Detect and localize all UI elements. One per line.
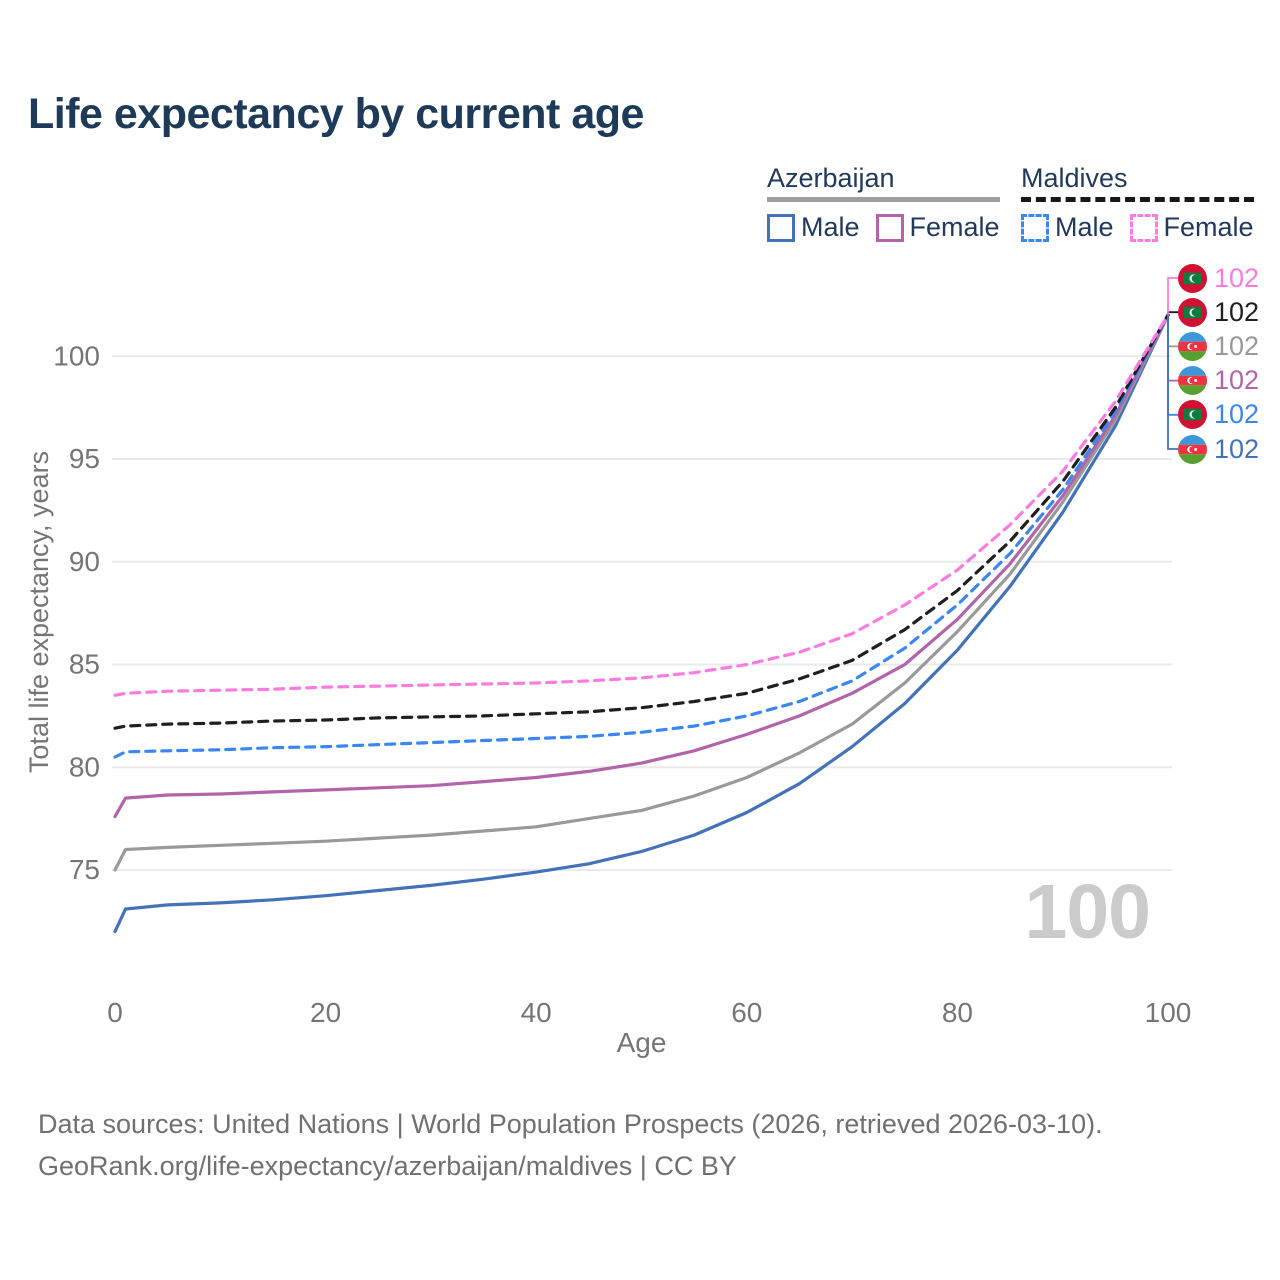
end-label-value: 102 <box>1214 330 1260 361</box>
y-axis-title: Total life expectancy, years <box>24 451 54 773</box>
y-tick-label-90: 90 <box>69 546 100 577</box>
y-tick-label-85: 85 <box>69 649 100 680</box>
leader-line-3 <box>1167 315 1178 382</box>
legend-swatch-icon <box>1021 213 1049 242</box>
legend-item-maldives-male[interactable]: Male <box>1021 212 1114 243</box>
end-label-value: 102 <box>1214 262 1260 293</box>
footer-attribution: GeoRank.org/life-expectancy/azerbaijan/m… <box>38 1151 737 1181</box>
legend-item-label: Male <box>1055 212 1114 242</box>
legend-item-label: Male <box>801 212 860 242</box>
end-label-azerbaijan-both-sexes: 102 <box>1178 331 1259 361</box>
leader-line-4 <box>1167 315 1178 416</box>
leader-line-0 <box>1167 277 1178 316</box>
maldives-flag-icon <box>1178 297 1207 327</box>
legend-item-azerbaijan-male[interactable]: Male <box>767 212 860 243</box>
leader-line-5 <box>1167 315 1178 450</box>
legend-group-azerbaijan: Azerbaijan Male Female <box>767 163 1000 243</box>
legend-underline-dashed <box>1021 197 1254 202</box>
series-line-az-male <box>113 313 1170 934</box>
azerbaijan-flag-icon <box>1178 366 1207 396</box>
end-label-maldives-female: 102 <box>1178 263 1259 293</box>
legend-swatch-icon <box>1129 213 1158 242</box>
legend-underline-solid <box>767 197 1000 202</box>
x-tick-label-100: 100 <box>1145 997 1192 1028</box>
x-tick-label-60: 60 <box>731 997 762 1028</box>
leader-line-2 <box>1167 315 1178 348</box>
legend-item-label: Female <box>909 212 1000 242</box>
end-label-value: 102 <box>1214 433 1260 464</box>
end-label-maldives-male: 102 <box>1178 399 1260 430</box>
end-label-value: 102 <box>1214 399 1260 430</box>
end-label-azerbaijan-male: 102 <box>1178 434 1259 464</box>
footer: Data sources: United Nations | World Pop… <box>38 1103 1103 1187</box>
legend-swatch-icon <box>875 213 904 242</box>
page-title: Life expectancy by current age <box>28 90 644 138</box>
y-tick-label-100: 100 <box>53 340 100 371</box>
legend-item-maldives-female[interactable]: Female <box>1129 212 1254 243</box>
end-label-value: 102 <box>1214 296 1260 327</box>
legend-group-title: Maldives <box>1021 163 1128 193</box>
y-tick-label-80: 80 <box>69 751 100 782</box>
y-tick-label-95: 95 <box>69 443 100 474</box>
x-tick-label-80: 80 <box>942 997 973 1028</box>
azerbaijan-flag-icon <box>1178 331 1207 361</box>
y-tick-label-75: 75 <box>69 854 100 885</box>
azerbaijan-flag-icon <box>1178 434 1207 464</box>
x-tick-label-40: 40 <box>521 997 552 1028</box>
x-tick-label-20: 20 <box>310 997 341 1028</box>
legend-item-label: Female <box>1163 212 1254 242</box>
series-line-mv-total <box>113 313 1170 730</box>
end-label-azerbaijan-female: 102 <box>1178 365 1260 396</box>
legend-group-title: Azerbaijan <box>767 163 895 193</box>
legend-group-maldives: Maldives Male Female <box>1021 163 1254 243</box>
age-indicator: 100 <box>1024 869 1151 955</box>
series-line-mv-female <box>113 313 1170 697</box>
end-label-value: 102 <box>1214 365 1260 396</box>
x-tick-label-0: 0 <box>107 997 123 1028</box>
maldives-flag-icon <box>1178 400 1207 430</box>
x-axis-title: Age <box>617 1027 667 1058</box>
series-line-az-female <box>113 313 1170 819</box>
series-line-az-total <box>113 313 1170 872</box>
maldives-flag-icon <box>1178 263 1207 293</box>
series-line-mv-male <box>113 313 1170 759</box>
end-label-maldives-both-sexes: 102 <box>1178 297 1259 327</box>
legend-item-azerbaijan-female[interactable]: Female <box>875 212 1000 243</box>
footer-data-sources: Data sources: United Nations | World Pop… <box>38 1109 1103 1139</box>
legend-swatch-icon <box>767 213 795 242</box>
